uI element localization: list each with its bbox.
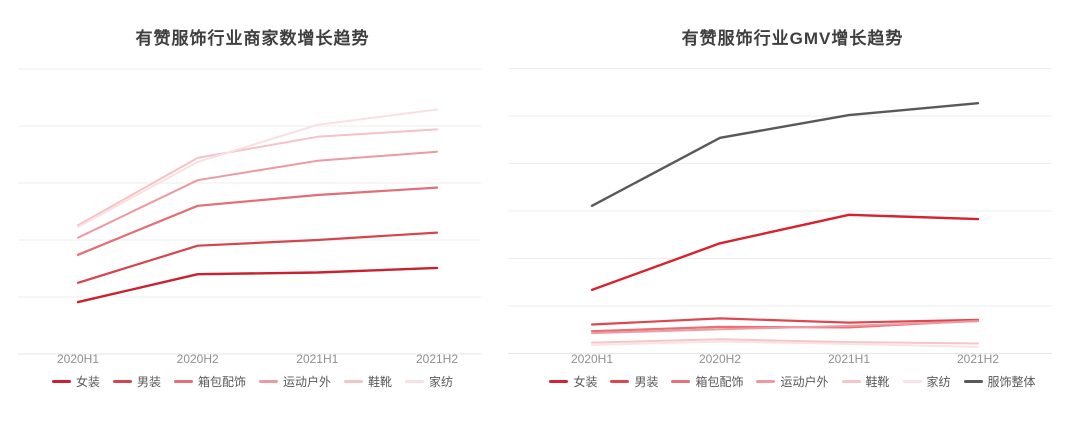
legend-dash-icon [112, 380, 132, 383]
legend-item-mens-wear[interactable]: 男装 [610, 373, 658, 390]
series-line-home-textiles [77, 108, 438, 228]
chart-title: 有赞服饰行业GMV增长趋势 [681, 29, 904, 48]
series-line-sports-outdoor [591, 320, 979, 335]
legend-dash-icon [259, 380, 278, 383]
series-line-mens-wear [590, 317, 980, 326]
legend-dash-icon [51, 380, 71, 383]
legend-label: 家纺 [926, 375, 951, 389]
legend-label: 女装 [75, 375, 100, 389]
legend-dash-icon [344, 380, 364, 383]
legend-dash-icon [902, 380, 922, 383]
legend-dash-icon [610, 380, 630, 383]
series-line-home-textiles [591, 340, 979, 348]
legend-item-mens-wear[interactable]: 男装 [112, 373, 161, 390]
series-line-mens-wear [76, 231, 439, 284]
legend-dash-icon [405, 380, 425, 383]
series-line-footwear [77, 128, 438, 227]
chart-legend: 女装 男装 箱包配饰 运动户外 鞋靴 家纺 服饰整体 [505, 373, 1080, 390]
series-line-footwear [591, 338, 979, 345]
series-line-womens-wear [76, 266, 439, 304]
merchant-growth-chart: 有赞服饰行业商家数增长趋势 2020H1 2020H2 2021H1 2021H2 女… [0, 0, 505, 430]
series-line-sports-outdoor [77, 150, 438, 239]
legend-label: 男装 [634, 375, 659, 389]
legend-label: 女装 [573, 375, 598, 389]
legend-dash-icon [671, 380, 691, 383]
legend-label: 运动户外 [283, 375, 332, 389]
legend-dash-icon [173, 380, 193, 383]
legend-label: 箱包配饰 [695, 375, 744, 389]
legend-label: 运动户外 [780, 375, 829, 389]
chart-plot [18, 68, 481, 355]
series-line-womens-wear [590, 213, 980, 292]
chart-plot [508, 68, 1052, 354]
legend-dash-icon [841, 380, 861, 383]
legend-label: 鞋靴 [865, 375, 890, 389]
legend-dash-icon [963, 380, 983, 383]
legend-label: 家纺 [429, 375, 454, 389]
legend-label: 箱包配饰 [197, 375, 246, 389]
legend-label: 鞋靴 [368, 375, 393, 389]
chart-legend: 女装 男装 箱包配饰 运动户外 鞋靴 家纺 [0, 373, 505, 390]
legend-dash-icon [549, 380, 569, 383]
legend-item-bags-accessories[interactable]: 箱包配饰 [671, 373, 743, 390]
legend-item-footwear[interactable]: 鞋靴 [344, 373, 392, 390]
legend-item-sports-outdoor[interactable]: 运动户外 [259, 373, 331, 390]
series-line-bags-accessories [76, 186, 439, 256]
legend-item-apparel-overall[interactable]: 服饰整体 [963, 373, 1036, 390]
legend-dash-icon [756, 380, 776, 383]
gmv-growth-chart: 有赞服饰行业GMV增长趋势 2020H1 2020H2 2021H1 2021H2 女… [505, 0, 1080, 430]
legend-item-womens-wear[interactable]: 女装 [51, 373, 100, 390]
legend-label: 男装 [136, 375, 161, 389]
legend-item-home-textiles[interactable]: 家纺 [405, 373, 453, 390]
legend-item-home-textiles[interactable]: 家纺 [902, 373, 951, 390]
legend-item-womens-wear[interactable]: 女装 [549, 373, 597, 390]
legend-item-sports-outdoor[interactable]: 运动户外 [756, 373, 829, 390]
series-line-apparel-overall [590, 101, 980, 208]
legend-item-footwear[interactable]: 鞋靴 [841, 373, 890, 390]
chart-title: 有赞服饰行业商家数增长趋势 [135, 29, 370, 48]
legend-item-bags-accessories[interactable]: 箱包配饰 [173, 373, 246, 390]
legend-label: 服饰整体 [987, 375, 1036, 389]
